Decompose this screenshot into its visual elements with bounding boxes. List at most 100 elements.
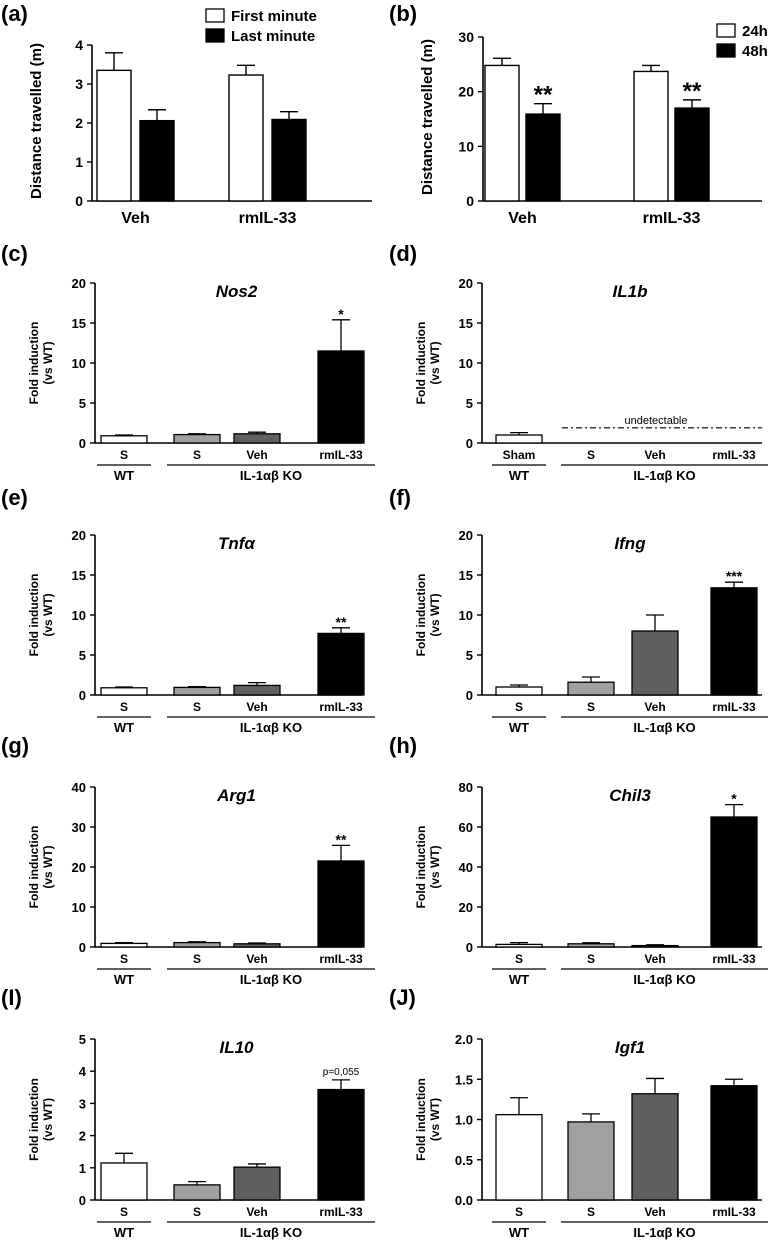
bar xyxy=(631,1093,679,1201)
x-tick-label: Veh xyxy=(644,448,665,462)
x-tick-label: rmIL-33 xyxy=(319,952,363,966)
group-label: IL-1αβ KO xyxy=(633,720,695,735)
significance-label: ** xyxy=(683,78,702,105)
bar xyxy=(271,118,307,202)
bar xyxy=(567,943,615,948)
group-label: WT xyxy=(509,720,529,735)
bar xyxy=(484,64,520,202)
x-tick-label: rmIL-33 xyxy=(319,700,363,714)
chart-title: IL10 xyxy=(219,1038,254,1057)
bar xyxy=(710,587,758,696)
y-tick-label: 40 xyxy=(459,860,473,875)
y-tick-label: 10 xyxy=(458,138,474,154)
panel-label: (b) xyxy=(389,1,417,26)
y-tick-label: 30 xyxy=(72,820,86,835)
x-tick-label: Veh xyxy=(246,952,267,966)
chart-title: Tnfα xyxy=(218,534,256,553)
panel-label: (f) xyxy=(389,485,411,510)
y-axis-label: Fold induction xyxy=(414,322,428,405)
y-tick-label: 0 xyxy=(466,688,473,703)
undetectable-note: undetectable xyxy=(625,415,688,427)
bar xyxy=(228,74,264,202)
y-axis-label: (vs WT) xyxy=(41,341,55,384)
x-tick-label: S xyxy=(193,1205,201,1219)
y-axis-label: (vs WT) xyxy=(41,1098,55,1141)
panel-b: (b) 0 10 20 30 Distance travelled (m) Veh rmIL-… xyxy=(389,1,768,227)
x-tick-label: Sham xyxy=(503,448,536,462)
y-tick-label: 0 xyxy=(79,940,86,955)
bar xyxy=(633,70,669,202)
panel-label: (a) xyxy=(1,1,28,26)
group-label: WT xyxy=(114,1225,134,1240)
y-tick-label: 4 xyxy=(79,1064,87,1079)
x-tick-label: rmIL-33 xyxy=(319,448,363,462)
x-tick-label: S xyxy=(193,952,201,966)
panel-i: (I) 0 1 2 3 4 5 Fold induction (vs WT) IL10 p=0,05… xyxy=(1,985,375,1240)
y-tick-label: 3 xyxy=(79,1096,86,1111)
y-tick-label: 0 xyxy=(466,436,473,451)
x-tick-label: rmIL-33 xyxy=(239,210,297,227)
y-tick-label: 2 xyxy=(75,115,83,131)
group-label: WT xyxy=(114,972,134,987)
y-tick-label: 10 xyxy=(72,356,86,371)
significance-label: ** xyxy=(534,82,553,109)
y-tick-label: 0.5 xyxy=(455,1153,473,1168)
bar xyxy=(567,1121,615,1201)
bar xyxy=(100,942,148,948)
y-tick-label: 80 xyxy=(459,780,473,795)
bar xyxy=(317,350,365,444)
chart-title: Nos2 xyxy=(216,282,258,301)
group-label: IL-1αβ KO xyxy=(240,1225,302,1240)
group-label: IL-1αβ KO xyxy=(633,972,695,987)
y-tick-label: 1.0 xyxy=(455,1113,473,1128)
y-tick-label: 20 xyxy=(458,84,474,100)
bar xyxy=(233,684,281,696)
y-tick-label: 10 xyxy=(459,608,473,623)
y-axis-label: (vs WT) xyxy=(428,341,442,384)
legend-entry: 24h xyxy=(742,23,768,40)
y-tick-label: 5 xyxy=(466,648,473,663)
significance-label: ** xyxy=(336,614,347,630)
x-tick-label: S xyxy=(120,952,128,966)
panel-label: (c) xyxy=(1,241,28,266)
panel-label: (e) xyxy=(1,485,28,510)
x-tick-label: Veh xyxy=(644,700,665,714)
bar xyxy=(100,1162,148,1201)
y-axis-label: Fold induction xyxy=(414,574,428,657)
y-tick-label: 1 xyxy=(75,154,83,170)
y-tick-label: 15 xyxy=(72,316,86,331)
panel-j: (J) 0.0 0.5 1.0 1.5 2.0 Fold induction (vs WT) I… xyxy=(389,985,768,1240)
group-label: WT xyxy=(509,468,529,483)
y-tick-label: 5 xyxy=(79,396,86,411)
legend-swatch xyxy=(205,28,225,43)
y-axis-label: Fold induction xyxy=(27,322,41,405)
y-tick-label: 0 xyxy=(466,940,473,955)
chart-title: Igf1 xyxy=(615,1038,645,1057)
y-axis-label: (vs WT) xyxy=(41,845,55,888)
x-tick-label: Veh xyxy=(508,210,536,227)
y-tick-label: 0 xyxy=(79,688,86,703)
panel-label: (J) xyxy=(389,985,416,1010)
y-tick-label: 1 xyxy=(79,1161,86,1176)
x-tick-label: Veh xyxy=(644,952,665,966)
y-tick-label: 0 xyxy=(79,436,86,451)
x-tick-label: S xyxy=(515,952,523,966)
panel-label: (h) xyxy=(389,733,417,758)
bar xyxy=(96,69,132,202)
bar xyxy=(631,630,679,696)
y-tick-label: 5 xyxy=(79,1032,86,1047)
y-axis-label: Fold induction xyxy=(27,826,41,909)
y-tick-label: 20 xyxy=(459,528,473,543)
legend-entry: 48h xyxy=(742,43,768,60)
bar xyxy=(567,681,615,696)
y-tick-label: 1.5 xyxy=(455,1072,473,1087)
panel-label: (I) xyxy=(1,985,22,1010)
group-label: IL-1αβ KO xyxy=(633,1225,695,1240)
x-tick-label: Veh xyxy=(246,1205,267,1219)
y-tick-label: 20 xyxy=(459,276,473,291)
y-axis-label: (vs WT) xyxy=(41,593,55,636)
x-tick-label: rmIL-33 xyxy=(712,952,756,966)
legend-entry: Last minute xyxy=(231,28,315,45)
significance-label: * xyxy=(731,791,737,807)
x-tick-label: Veh xyxy=(121,210,149,227)
